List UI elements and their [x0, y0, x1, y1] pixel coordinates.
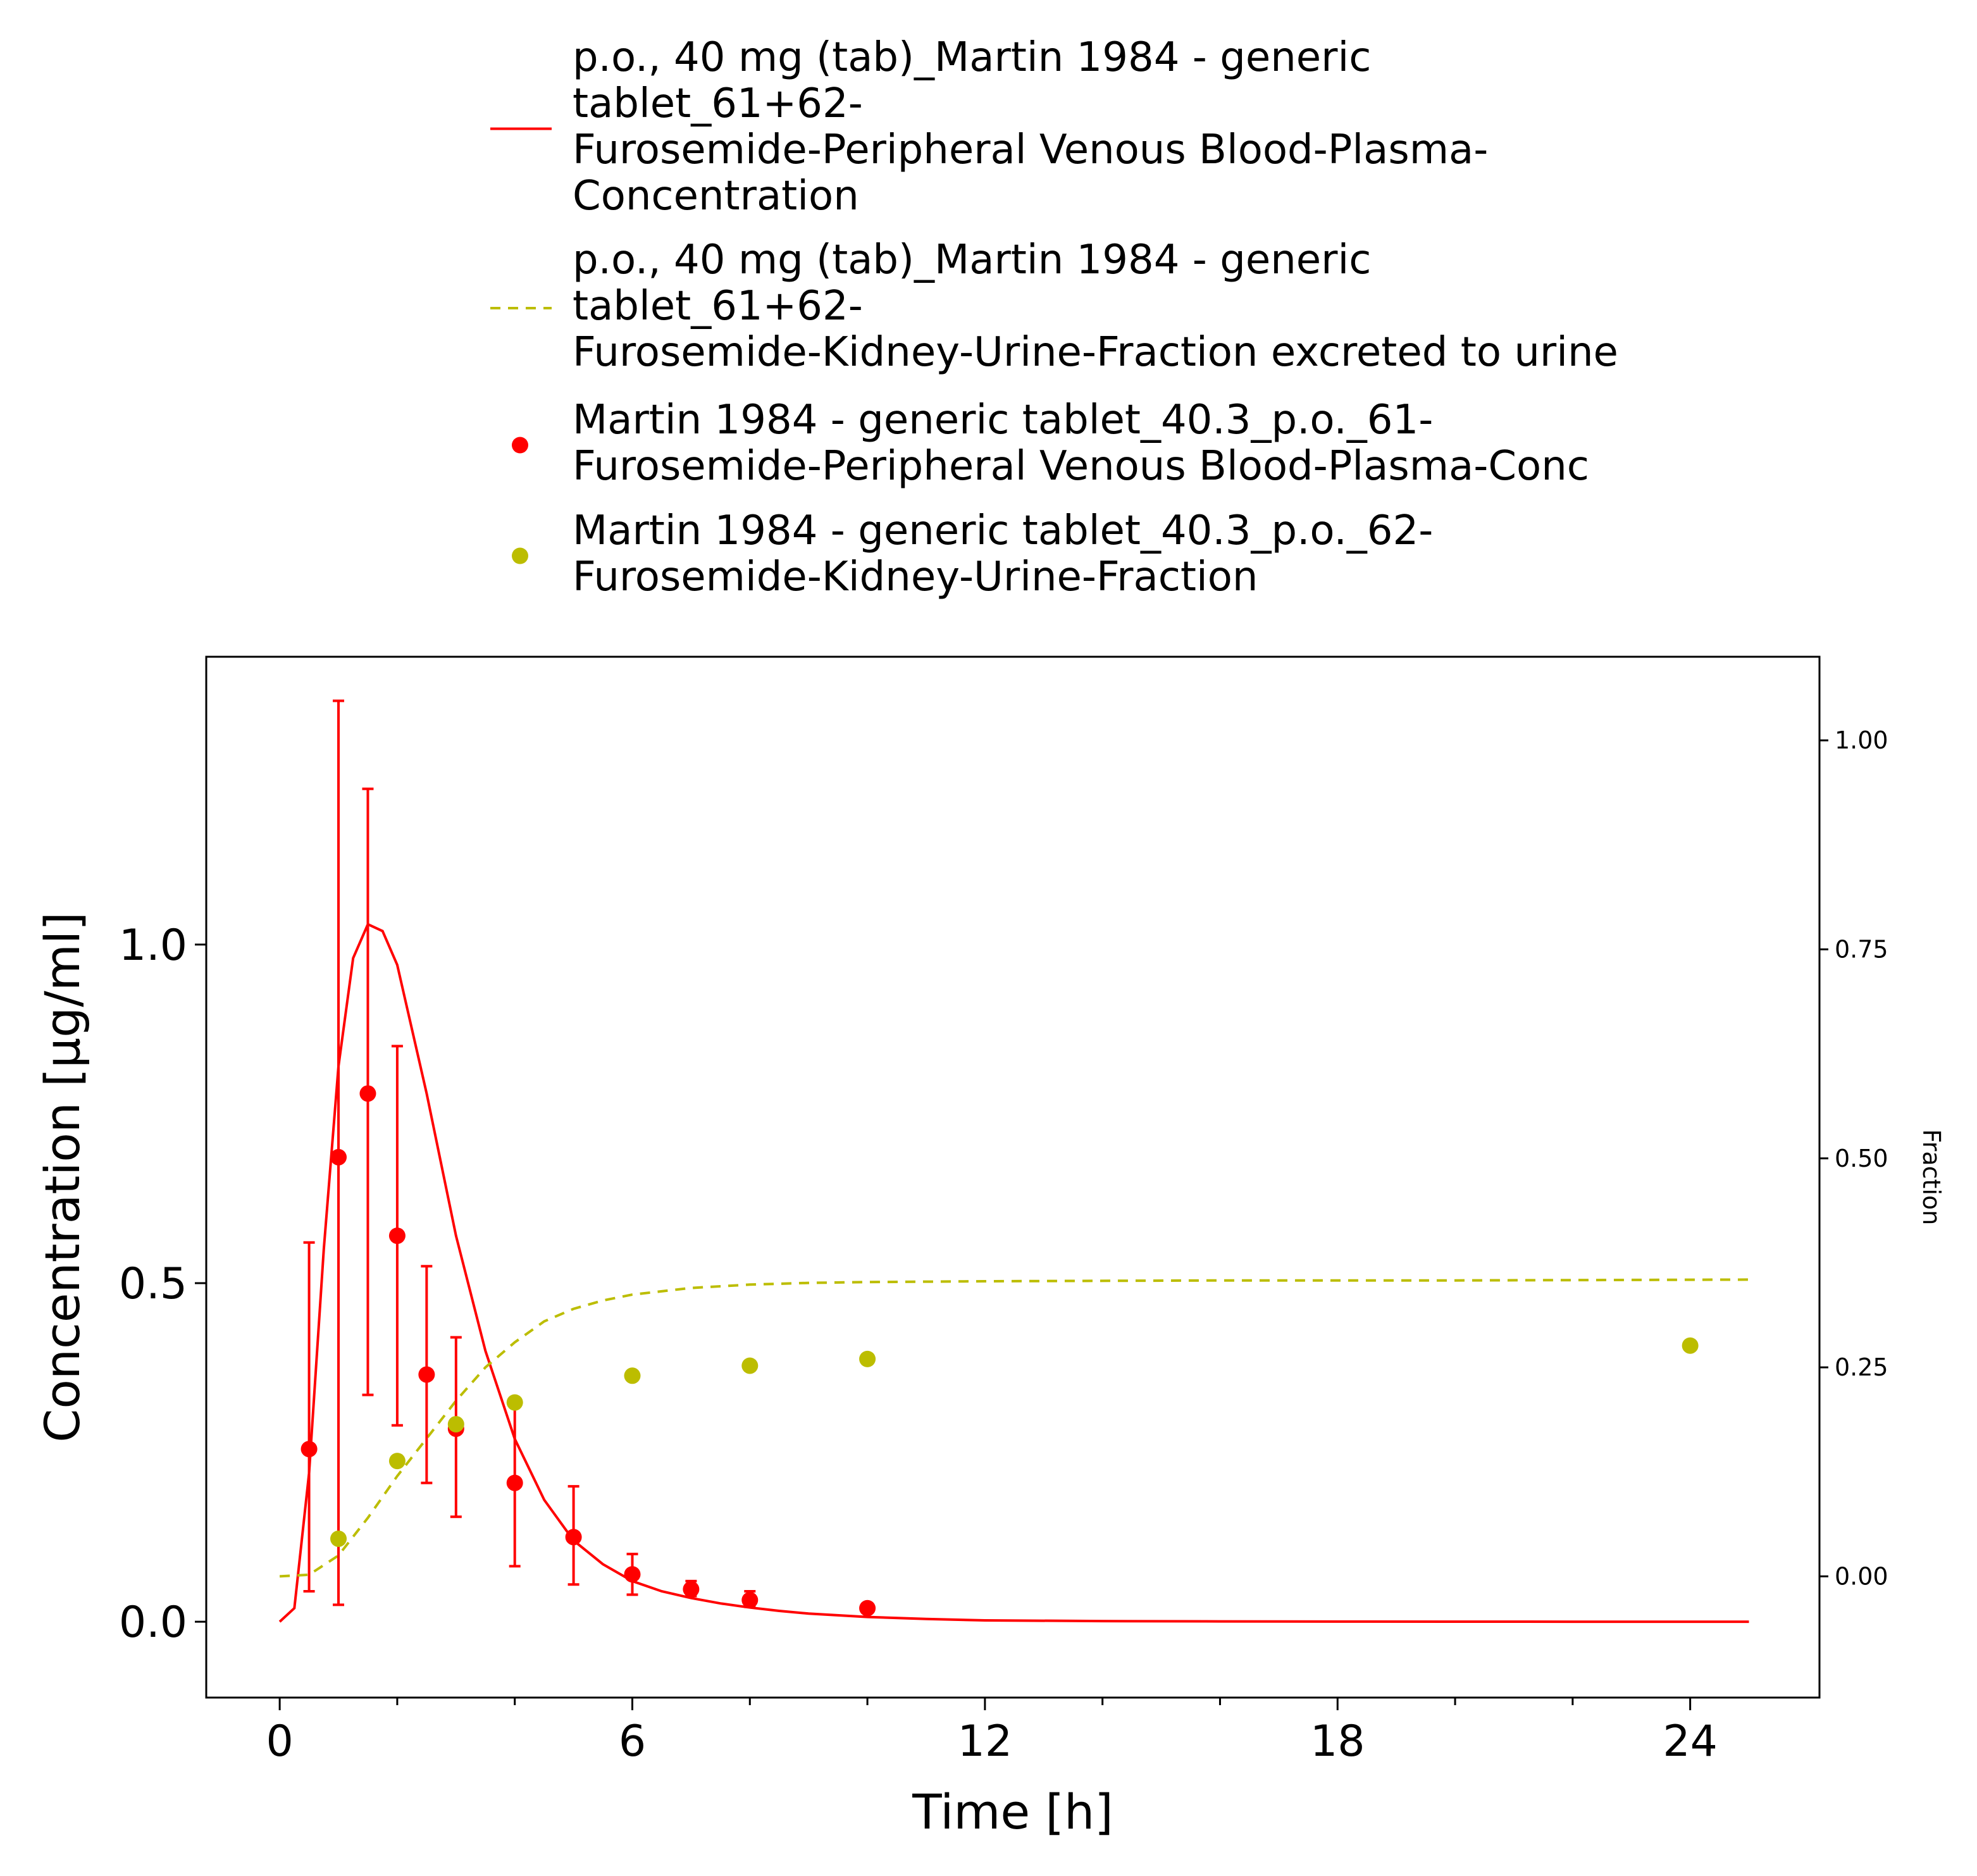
y2-tick-label: 0.50	[1835, 1145, 1888, 1172]
legend-label-line: Furosemide-Peripheral Venous Blood-Plasm…	[573, 127, 1488, 173]
legend-label-line: Martin 1984 - generic tablet_40.3_p.o._6…	[573, 397, 1433, 444]
legend-entry: p.o., 40 mg (tab)_Martin 1984 - generict…	[490, 34, 1488, 220]
legend-label-line: p.o., 40 mg (tab)_Martin 1984 - generic	[573, 237, 1371, 283]
x-tick-label: 24	[1663, 1717, 1718, 1767]
y2-tick-label: 0.75	[1835, 935, 1888, 963]
fraction-simulated-line	[279, 1278, 1749, 1578]
y2-tick-label: 1.00	[1835, 726, 1888, 754]
legend-label-line: Furosemide-Kidney-Urine-Fraction excrete…	[573, 329, 1618, 376]
x-tick-label: 6	[619, 1717, 646, 1767]
concentration-observed-point	[330, 1148, 347, 1165]
y-tick-label: 0.0	[119, 1598, 187, 1648]
concentration-observed-point	[388, 1227, 406, 1245]
x-axis-label: Time [h]	[912, 1784, 1113, 1840]
fraction-observed-point	[506, 1394, 523, 1411]
y2-axis-label: Fraction	[1918, 1129, 1945, 1226]
fraction-observed-point	[388, 1453, 406, 1470]
fraction-observed-point	[624, 1367, 641, 1384]
legend-entry: p.o., 40 mg (tab)_Martin 1984 - generict…	[490, 237, 1618, 376]
legend-label-line: Martin 1984 - generic tablet_40.3_p.o._6…	[573, 507, 1433, 554]
y-tick-label: 1.0	[119, 921, 187, 971]
concentration-observed-point	[859, 1600, 876, 1617]
y2-tick-label: 0.00	[1835, 1562, 1888, 1590]
concentration-simulated-line	[278, 922, 1749, 1624]
legend-label-line: Furosemide-Kidney-Urine-Fraction	[573, 554, 1258, 600]
axes: 0 6 12 18 24 0.0 0.5 1.0 0.00 0.25 0.50 0.75 1.00	[119, 726, 1888, 1767]
legend-swatch-point	[512, 437, 528, 454]
legend-label-line: Furosemide-Peripheral Venous Blood-Plasm…	[573, 443, 1589, 490]
concentration-observed-point	[741, 1591, 759, 1608]
fraction-observed-point	[447, 1415, 464, 1432]
plot-marks	[278, 699, 1749, 1624]
legend-label-line: p.o., 40 mg (tab)_Martin 1984 - generic	[573, 34, 1371, 81]
legend-label-line: tablet_61+62-	[573, 283, 863, 330]
x-tick-label: 18	[1310, 1717, 1365, 1767]
legend: p.o., 40 mg (tab)_Martin 1984 - generict…	[490, 34, 1618, 600]
concentration-observed-point	[683, 1581, 700, 1598]
x-tick-label: 12	[958, 1717, 1013, 1767]
fraction-observed-point	[1682, 1337, 1699, 1354]
legend-label-line: Concentration	[573, 173, 859, 220]
y-tick-label: 0.5	[119, 1259, 187, 1309]
legend-swatch-point	[512, 547, 528, 564]
y2-tick-label: 0.25	[1835, 1353, 1888, 1381]
fraction-observed-point	[330, 1530, 347, 1547]
concentration-observed-point	[624, 1566, 641, 1583]
concentration-observed-point	[506, 1474, 523, 1491]
legend-entry: Martin 1984 - generic tablet_40.3_p.o._6…	[512, 397, 1589, 490]
plot-frame	[205, 655, 1821, 1699]
concentration-observed-point	[418, 1366, 435, 1383]
y-axis-label: Concentration [µg/ml]	[34, 912, 90, 1442]
fraction-observed-point	[859, 1350, 876, 1367]
legend-label-line: tablet_61+62-	[573, 80, 863, 127]
concentration-observed-point	[565, 1529, 582, 1546]
x-tick-label: 0	[266, 1717, 293, 1767]
fraction-observed-point	[741, 1357, 759, 1374]
concentration-observed-point	[301, 1441, 318, 1458]
legend-entry: Martin 1984 - generic tablet_40.3_p.o._6…	[512, 507, 1433, 600]
concentration-observed-point	[359, 1085, 376, 1102]
